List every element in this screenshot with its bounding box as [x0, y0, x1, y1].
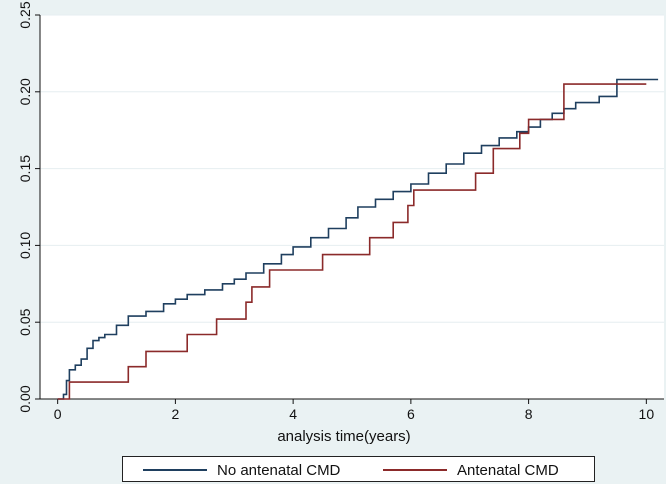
y-tick-label: 0.20 — [17, 78, 33, 105]
legend-swatch-antenatal-cmd — [383, 469, 447, 471]
legend-label-no-antenatal-cmd: No antenatal CMD — [217, 461, 341, 479]
series-line-no-antenatal-cmd — [57, 78, 659, 400]
x-axis-label: analysis time(years) — [277, 428, 410, 445]
legend-swatch-no-antenatal-cmd — [143, 469, 207, 471]
legend-item-no-antenatal-cmd: No antenatal CMD — [143, 457, 340, 483]
axes — [39, 15, 664, 400]
y-tick-label: 0.25 — [17, 1, 33, 28]
x-tick-label: 2 — [171, 406, 179, 422]
x-ticks: 0 2 4 6 8 10 — [54, 399, 655, 422]
x-tick-label: 6 — [407, 406, 415, 422]
series-line-antenatal-cmd — [57, 83, 647, 400]
x-tick-label: 10 — [639, 406, 655, 422]
y-tick-label: 0.10 — [17, 232, 33, 259]
legend-label-antenatal-cmd: Antenatal CMD — [457, 461, 559, 479]
y-ticks: 0.00 0.05 0.10 0.15 0.20 0.25 — [17, 1, 40, 413]
y-tick-label: 0.15 — [17, 155, 33, 182]
y-tick-label: 0.00 — [17, 385, 33, 412]
x-tick-label: 4 — [289, 406, 297, 422]
series-lines — [57, 78, 659, 400]
x-tick-label: 8 — [525, 406, 533, 422]
y-tick-label: 0.05 — [17, 308, 33, 335]
x-tick-label: 0 — [54, 406, 62, 422]
legend-item-antenatal-cmd: Antenatal CMD — [383, 457, 559, 483]
grid-lines — [40, 14, 664, 323]
plot-area — [40, 15, 664, 399]
legend: No antenatal CMD Antenatal CMD — [122, 456, 595, 482]
